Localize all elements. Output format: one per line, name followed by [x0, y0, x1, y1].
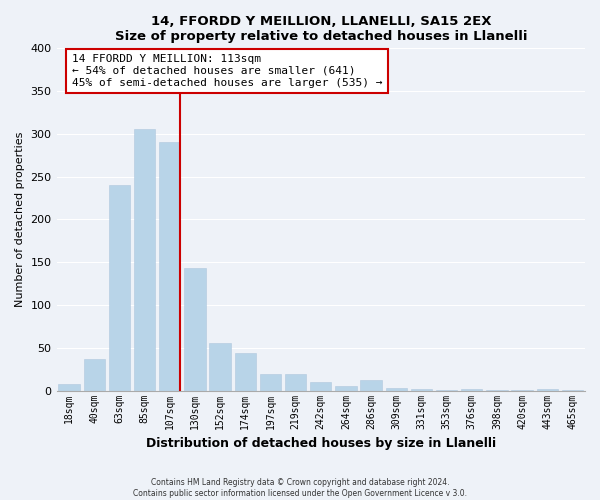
Bar [536, 389, 558, 390]
Bar [58, 384, 80, 390]
Bar [235, 353, 256, 391]
Bar [285, 374, 307, 390]
X-axis label: Distribution of detached houses by size in Llanelli: Distribution of detached houses by size … [146, 437, 496, 450]
Bar [209, 342, 231, 390]
Bar [83, 359, 105, 390]
Bar [386, 388, 407, 390]
Text: 14 FFORDD Y MEILLION: 113sqm
← 54% of detached houses are smaller (641)
45% of s: 14 FFORDD Y MEILLION: 113sqm ← 54% of de… [71, 54, 382, 88]
Bar [159, 142, 181, 390]
Bar [411, 389, 432, 390]
Bar [184, 268, 206, 390]
Text: Contains HM Land Registry data © Crown copyright and database right 2024.
Contai: Contains HM Land Registry data © Crown c… [133, 478, 467, 498]
Bar [134, 129, 155, 390]
Bar [461, 389, 482, 390]
Title: 14, FFORDD Y MEILLION, LLANELLI, SA15 2EX
Size of property relative to detached : 14, FFORDD Y MEILLION, LLANELLI, SA15 2E… [115, 15, 527, 43]
Bar [109, 186, 130, 390]
Bar [310, 382, 331, 390]
Bar [361, 380, 382, 390]
Y-axis label: Number of detached properties: Number of detached properties [15, 132, 25, 307]
Bar [260, 374, 281, 390]
Bar [335, 386, 356, 390]
